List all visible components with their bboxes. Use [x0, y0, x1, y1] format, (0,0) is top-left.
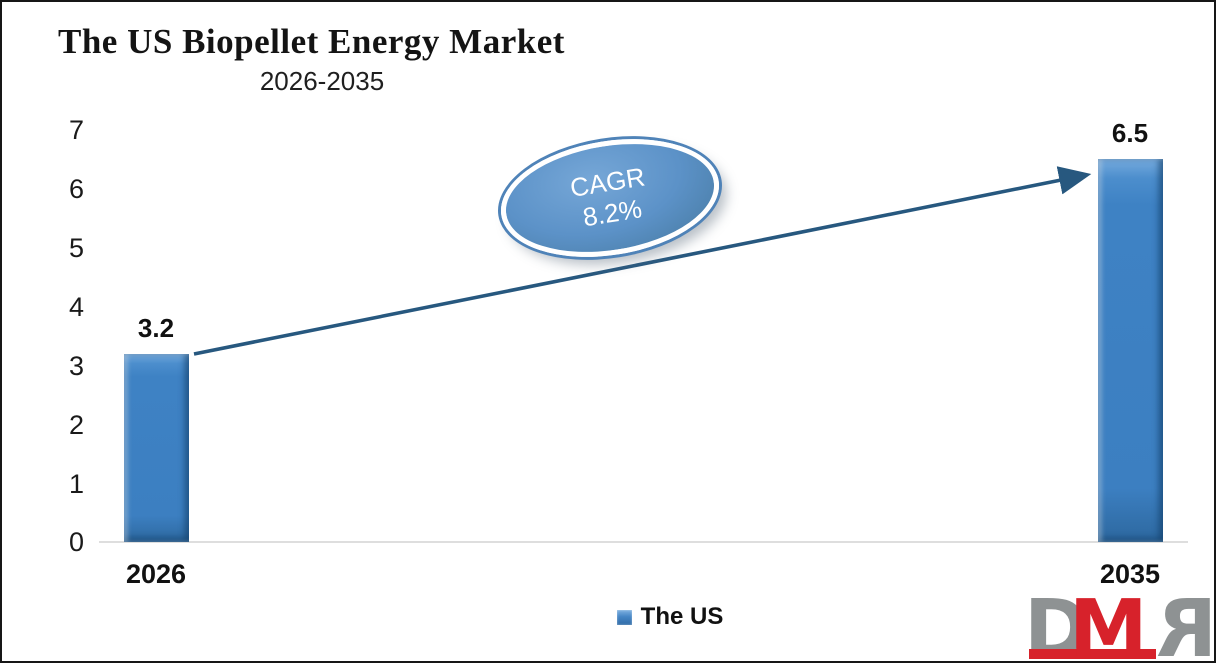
y-tick-4: 4: [68, 292, 84, 322]
y-tick-1: 1: [68, 469, 84, 499]
y-tick-5: 5: [68, 233, 84, 263]
legend: The US: [500, 603, 840, 631]
logo-letter-m: M: [1069, 597, 1148, 663]
dmr-logo: D M R: [1029, 597, 1216, 663]
x-label-2035: 2035: [1099, 559, 1161, 589]
y-tick-2: 2: [68, 410, 84, 440]
x-axis-line: [99, 541, 1188, 543]
cagr-callout: CAGR 8.2%: [492, 124, 728, 272]
data-label-2035: 6.5: [1111, 118, 1149, 148]
chart-title: The US Biopellet Energy Market: [58, 22, 565, 61]
legend-marker-icon: [616, 609, 632, 625]
y-tick-0: 0: [68, 527, 84, 557]
bar-2026: [124, 354, 189, 542]
legend-label: The US: [640, 603, 724, 630]
y-tick-6: 6: [68, 174, 84, 204]
y-tick-3: 3: [68, 351, 84, 381]
x-label-2026: 2026: [125, 559, 187, 589]
logo-underline: [1029, 649, 1156, 659]
y-tick-7: 7: [68, 115, 84, 145]
logo-letter-r: R: [1156, 597, 1216, 663]
bar-2035: [1098, 159, 1163, 542]
chart-subtitle: 2026-2035: [259, 66, 385, 96]
data-label-2026: 3.2: [137, 313, 175, 343]
